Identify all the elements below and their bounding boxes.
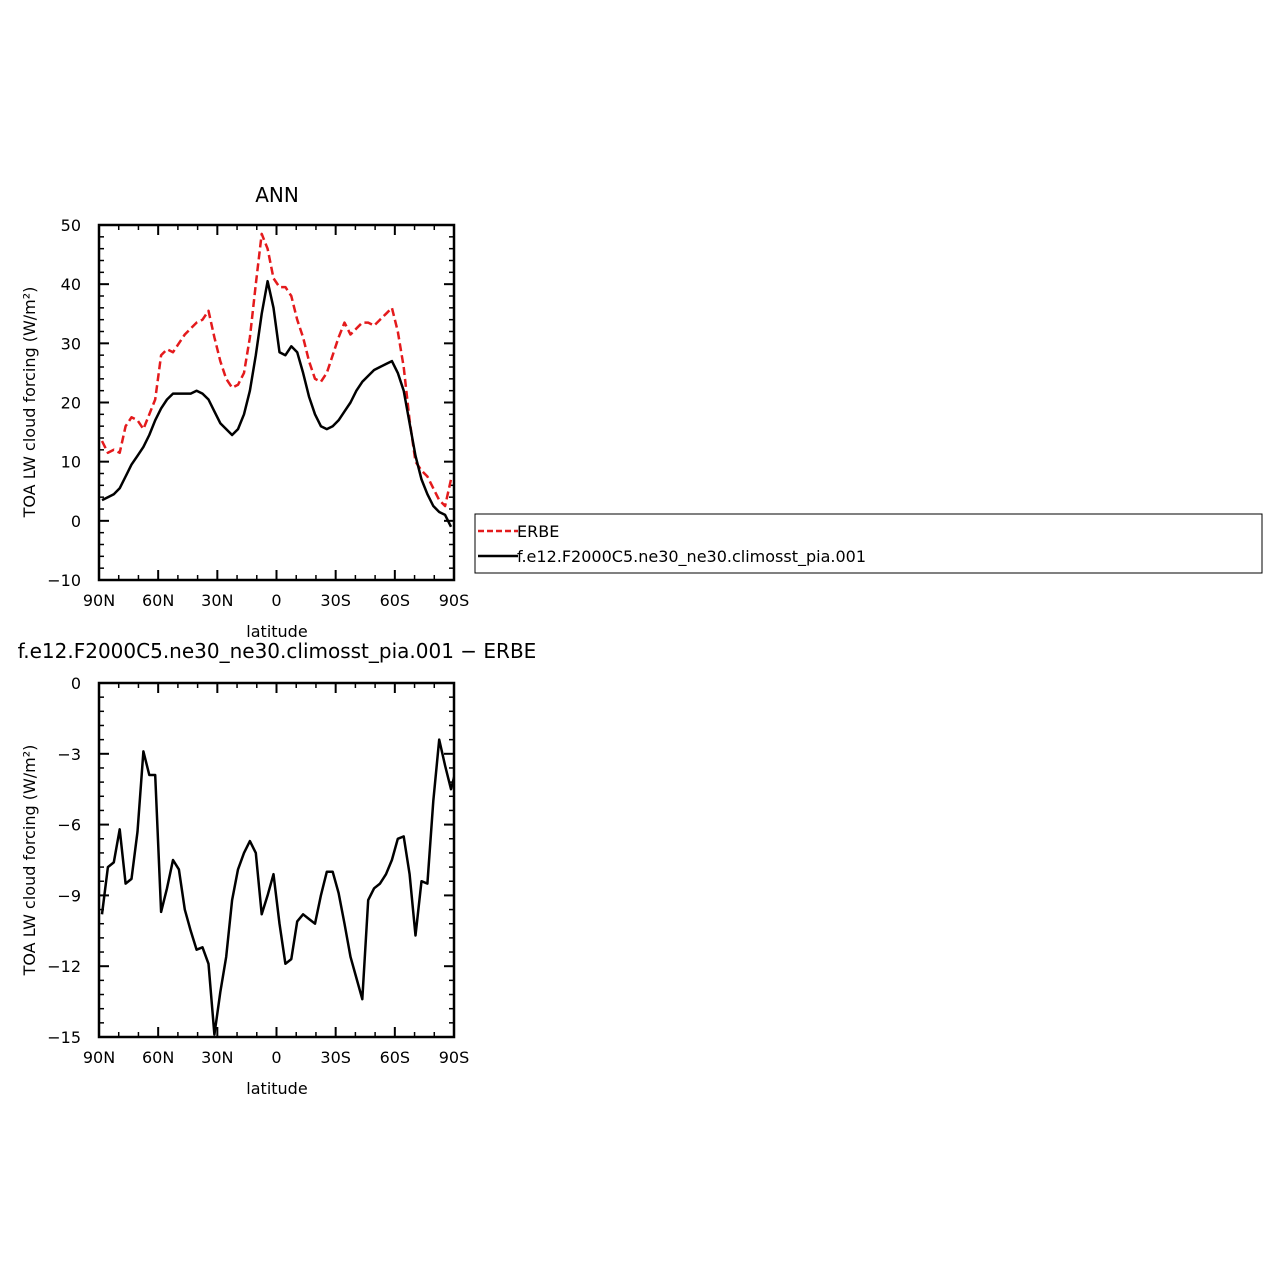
top-x-tick-label: 90S xyxy=(439,591,470,610)
bottom-x-tick-label: 60S xyxy=(380,1048,411,1067)
bottom-x-tick-label: 60N xyxy=(142,1048,174,1067)
bottom-x-tick-label: 30N xyxy=(201,1048,233,1067)
bottom-series-line-0 xyxy=(100,738,454,1036)
bottom-y-tick-label: −12 xyxy=(47,957,81,976)
top-y-tick-label: 20 xyxy=(61,394,81,413)
top-plot-frame xyxy=(97,223,456,582)
top-x-tick-label: 30S xyxy=(320,591,351,610)
top-y-tick-label: 0 xyxy=(71,512,81,531)
bottom-x-tick-label: 30S xyxy=(320,1048,351,1067)
top-y-axis-label: TOA LW cloud forcing (W/m²) xyxy=(20,287,39,519)
top-series-line-0 xyxy=(100,232,453,508)
top-y-tick-label: 40 xyxy=(61,275,81,294)
bottom-y-tick-label: 0 xyxy=(71,674,81,693)
top-series-lines xyxy=(100,232,453,528)
top-x-axis-label: latitude xyxy=(246,622,307,641)
bottom-y-tick-label: −9 xyxy=(57,886,81,905)
top-axis-ticks: 90N 60N 30N 0 30S 60S 90S −10 0 10 20 30 40 50 xyxy=(47,216,469,610)
top-x-tick-label: 60S xyxy=(380,591,411,610)
bottom-plot-frame xyxy=(97,681,456,1039)
bottom-x-tick-label: 0 xyxy=(271,1048,281,1067)
bottom-y-tick-label: −3 xyxy=(57,745,81,764)
bottom-y-axis-label: TOA LW cloud forcing (W/m²) xyxy=(20,745,39,977)
legend: ERBE f.e12.F2000C5.ne30_ne30.climosst_pi… xyxy=(474,513,1263,574)
top-x-tick-label: 60N xyxy=(142,591,174,610)
bottom-x-tick-label: 90S xyxy=(439,1048,470,1067)
bottom-y-tick-label: −15 xyxy=(47,1028,81,1047)
bottom-x-tick-label: 90N xyxy=(83,1048,115,1067)
bottom-chart-title: f.e12.F2000C5.ne30_ne30.climosst_pia.001… xyxy=(18,639,537,663)
legend-label-erbe: ERBE xyxy=(517,522,559,541)
top-x-tick-label: 90N xyxy=(83,591,115,610)
top-series-line-1 xyxy=(101,279,453,528)
bottom-x-axis-label: latitude xyxy=(246,1079,307,1098)
bottom-axis-ticks: 90N 60N 30N 0 30S 60S 90S −15 −12 −9 −6 −3 0 xyxy=(47,674,469,1067)
top-panel: ANN 90N 60N 30N 0 30S 60S 90S −10 0 10 20 30 40 50 la… xyxy=(20,183,469,641)
top-y-tick-label: 50 xyxy=(61,216,81,235)
legend-box xyxy=(474,513,1263,574)
top-y-tick-label: −10 xyxy=(47,571,81,590)
bottom-series-lines xyxy=(100,738,454,1036)
legend-label-model: f.e12.F2000C5.ne30_ne30.climosst_pia.001 xyxy=(517,547,866,567)
bottom-y-tick-label: −6 xyxy=(57,816,81,835)
top-y-tick-label: 10 xyxy=(61,453,81,472)
top-x-tick-label: 30N xyxy=(201,591,233,610)
top-chart-title: ANN xyxy=(255,183,299,207)
top-y-tick-label: 30 xyxy=(61,334,81,353)
bottom-panel: f.e12.F2000C5.ne30_ne30.climosst_pia.001… xyxy=(18,639,537,1098)
top-x-tick-label: 0 xyxy=(271,591,281,610)
